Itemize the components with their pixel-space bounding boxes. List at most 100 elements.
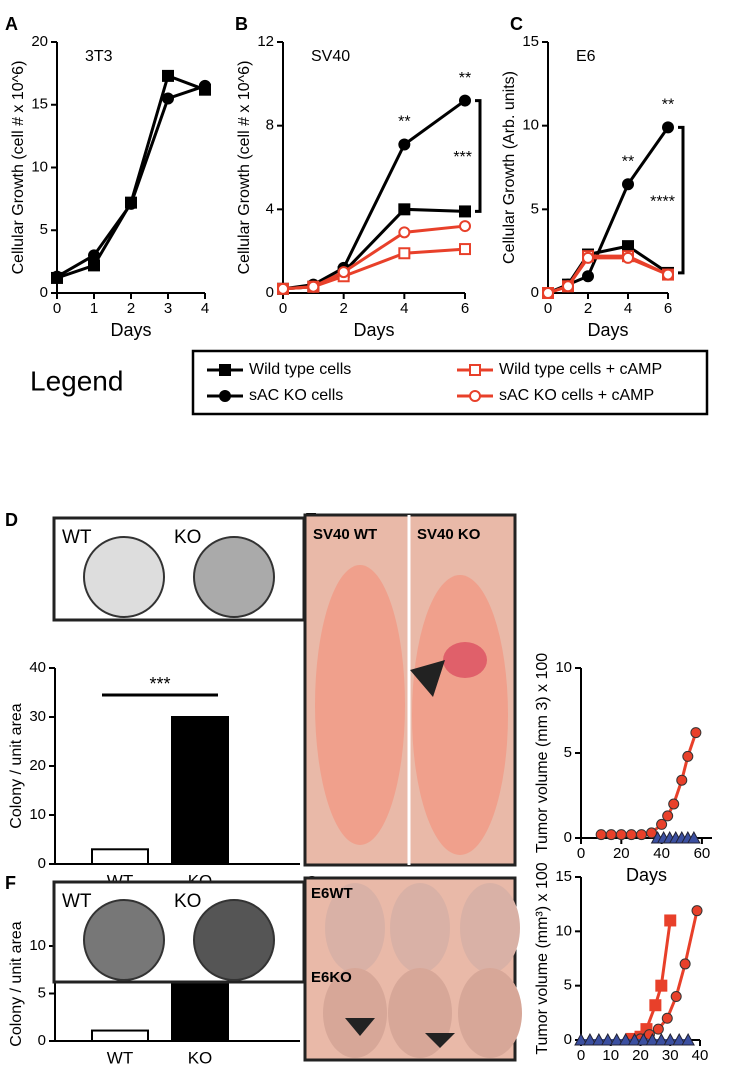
dish [83,536,165,618]
annotation: ** [398,114,410,131]
panel-letter: D [5,510,18,530]
y-tick-label: 5 [40,221,48,238]
marker [307,280,320,293]
image-label: SV40 WT [313,526,377,543]
dish [83,899,165,981]
image-label: E6WT [311,885,353,902]
mouse [412,575,508,855]
marker [51,270,63,283]
dish [193,899,275,981]
image-label: WT [62,891,92,912]
x-tick-label: 0 [577,845,585,862]
marker [199,79,211,92]
y-axis-label: Cellular Growth (Arb. units) [501,71,518,264]
marker [676,774,688,786]
x-tick-label: 4 [400,300,408,317]
panel-letter: B [235,14,248,34]
marker [162,69,174,82]
marker [662,121,674,134]
arrowhead [425,1033,455,1048]
marker [459,220,471,233]
y-tick-label: 15 [522,33,539,50]
marker [337,266,350,279]
marker [625,829,637,841]
annotation: *** [149,674,170,694]
marker [459,243,471,256]
y-tick-label: 10 [522,117,539,134]
series-line [282,224,466,291]
marker [542,287,554,299]
marker [582,270,594,283]
x-tick-label: 0 [279,300,287,317]
bar [171,716,229,865]
y-tick-label: 0 [564,829,572,846]
x-tick-label: 6 [664,300,672,317]
tumor [443,642,487,678]
marker [622,178,634,191]
y-tick-label: 0 [266,284,274,301]
y-axis-label: Cellular Growth (cell # x 10^6) [236,61,253,275]
mouse [323,968,387,1058]
marker [652,1023,664,1035]
y-tick-label: 8 [266,117,274,134]
x-tick-label: 10 [602,1047,619,1064]
mouse [315,565,405,845]
x-tick-label: 3 [164,300,172,317]
y-tick-label: 4 [266,200,274,217]
x-tick-label: 2 [127,300,135,317]
x-tick-label: 2 [584,300,592,317]
panel-letter: C [510,14,523,34]
legend-box [191,349,709,416]
marker [605,829,617,841]
marker [459,94,471,107]
y-axis-label: Tumor volume (mm³) x 100 [534,862,551,1054]
legend-label: sAC KO cells [249,387,343,404]
series-line [282,207,466,291]
y-tick-label: 5 [38,984,46,1001]
marker [600,1032,615,1046]
marker [687,830,701,844]
arrowhead [345,1018,375,1036]
mouse [325,883,385,973]
marker [595,829,607,841]
x-axis-label: Days [110,320,151,340]
legend-label: Wild type cells [249,361,351,378]
marker [649,999,662,1012]
marker [615,829,627,841]
y-axis-label: Cellular Growth (cell # x 10^6) [10,61,27,275]
marker [662,268,674,281]
x-axis-label: Days [587,320,628,340]
mouse [458,968,522,1058]
y-tick-label: 0 [564,1031,572,1048]
x-tick-label: 30 [662,1047,679,1064]
image-label: KO [174,527,201,548]
inset-label: SV40 [311,48,350,65]
annotation: ** [622,153,634,170]
marker [574,1032,588,1046]
x-tick-label: 40 [692,1047,709,1064]
y-tick-label: 0 [40,284,48,301]
annotation: **** [650,193,675,210]
y-tick-label: 10 [555,922,572,939]
x-tick-label: 0 [544,300,552,317]
y-tick-label: 0 [38,855,46,872]
y-tick-label: 12 [257,33,274,50]
x-axis-label: Days [620,1067,661,1068]
marker [672,1032,687,1046]
marker [592,1032,606,1046]
marker [690,727,702,739]
marker [398,247,411,260]
marker [469,364,481,376]
marker [691,905,703,917]
marker [664,914,677,927]
marker [679,958,691,970]
y-tick-label: 40 [29,659,46,676]
marker [398,203,411,216]
x-tick-label: 0 [577,1047,585,1064]
x-tick-label: 2 [339,300,347,317]
x-tick-label: KO [188,1048,213,1067]
legend-title: Legend [30,365,123,396]
y-axis-label: Colony / unit area [8,703,25,829]
marker [277,282,289,295]
marker [398,138,411,151]
